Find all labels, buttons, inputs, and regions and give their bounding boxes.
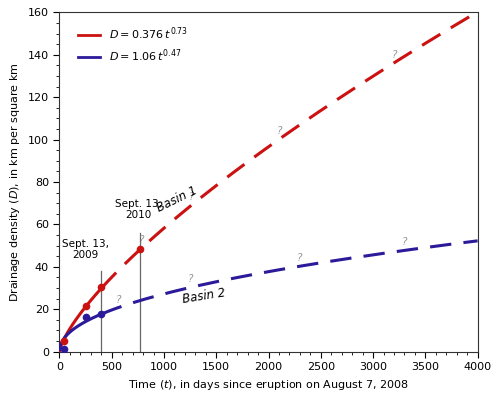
Text: ?: ? bbox=[297, 253, 302, 263]
Text: ?: ? bbox=[138, 236, 143, 246]
Text: Sept. 13,
2010: Sept. 13, 2010 bbox=[115, 198, 162, 220]
X-axis label: Time ($t$), in days since eruption on August 7, 2008: Time ($t$), in days since eruption on Au… bbox=[128, 378, 409, 392]
Y-axis label: Drainage density ($D$), in km per square km: Drainage density ($D$), in km per square… bbox=[8, 62, 22, 302]
Text: ?: ? bbox=[402, 237, 407, 247]
Text: Sept. 13,
2009: Sept. 13, 2009 bbox=[62, 239, 109, 260]
Text: ?: ? bbox=[115, 294, 120, 304]
Text: ?: ? bbox=[276, 126, 281, 136]
Text: Basin 2: Basin 2 bbox=[182, 287, 226, 306]
Text: Basin 1: Basin 1 bbox=[154, 184, 199, 214]
Text: ?: ? bbox=[188, 274, 193, 284]
Legend: $D = 0.376\,t^{0.73}$, $D = 1.06\,t^{0.47}$: $D = 0.376\,t^{0.73}$, $D = 1.06\,t^{0.4… bbox=[74, 21, 192, 69]
Text: ?: ? bbox=[391, 50, 396, 60]
Text: ?: ? bbox=[188, 192, 194, 202]
